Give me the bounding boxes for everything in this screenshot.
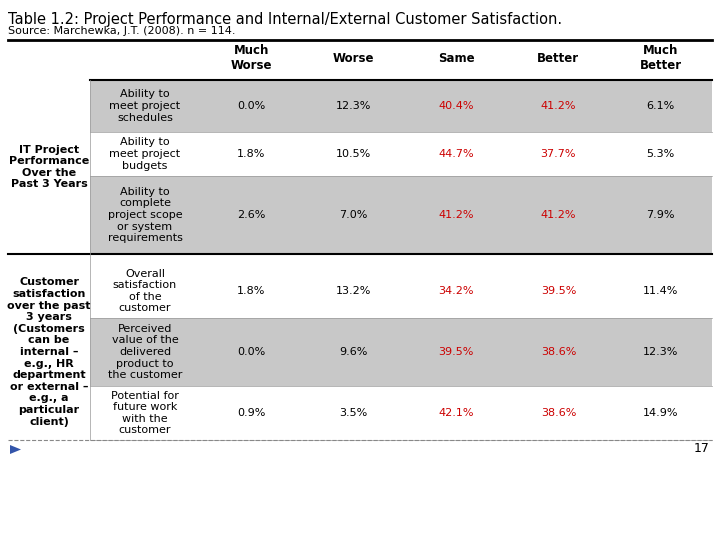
Text: 34.2%: 34.2% — [438, 286, 474, 296]
Text: 38.6%: 38.6% — [541, 408, 576, 418]
Text: Ability to
meet project
schedules: Ability to meet project schedules — [109, 90, 181, 123]
Text: 0.0%: 0.0% — [237, 101, 266, 111]
Text: Potential for
future work
with the
customer: Potential for future work with the custo… — [111, 390, 179, 435]
Text: 0.0%: 0.0% — [237, 347, 266, 357]
Text: Much
Worse: Much Worse — [230, 44, 272, 72]
Text: 41.2%: 41.2% — [438, 210, 474, 220]
Text: 11.4%: 11.4% — [643, 286, 678, 296]
Bar — [90, 386, 712, 440]
Text: IT Project
Performance
Over the
Past 3 Years: IT Project Performance Over the Past 3 Y… — [9, 145, 89, 190]
Text: 2.6%: 2.6% — [237, 210, 266, 220]
Text: 7.9%: 7.9% — [647, 210, 675, 220]
Text: 13.2%: 13.2% — [336, 286, 372, 296]
Text: 39.5%: 39.5% — [438, 347, 474, 357]
Text: 1.8%: 1.8% — [237, 286, 266, 296]
Text: Ability to
meet project
budgets: Ability to meet project budgets — [109, 137, 181, 171]
Text: 39.5%: 39.5% — [541, 286, 576, 296]
Text: Source: Marchewka, J.T. (2008). n = 114.: Source: Marchewka, J.T. (2008). n = 114. — [8, 26, 235, 36]
Bar — [90, 264, 712, 318]
Text: Ability to
complete
project scope
or system
requirements: Ability to complete project scope or sys… — [107, 187, 182, 243]
Text: 44.7%: 44.7% — [438, 149, 474, 159]
Text: 3.5%: 3.5% — [339, 408, 368, 418]
Text: 9.6%: 9.6% — [339, 347, 368, 357]
Text: 10.5%: 10.5% — [336, 149, 372, 159]
Text: 12.3%: 12.3% — [336, 101, 372, 111]
Bar — [90, 176, 712, 254]
Text: Worse: Worse — [333, 51, 374, 64]
Polygon shape — [10, 445, 21, 454]
Text: Customer
satisfaction
over the past
3 years
(Customers
can be
internal –
e.g., H: Customer satisfaction over the past 3 ye… — [7, 278, 91, 427]
Text: Same: Same — [438, 51, 474, 64]
Text: 0.9%: 0.9% — [237, 408, 266, 418]
Text: 40.4%: 40.4% — [438, 101, 474, 111]
Text: Better: Better — [537, 51, 580, 64]
Bar — [90, 132, 712, 176]
Text: 7.0%: 7.0% — [339, 210, 368, 220]
Text: 17: 17 — [694, 442, 710, 455]
Text: Much
Better: Much Better — [640, 44, 682, 72]
Text: 42.1%: 42.1% — [438, 408, 474, 418]
Text: 41.2%: 41.2% — [541, 101, 576, 111]
Text: 37.7%: 37.7% — [541, 149, 576, 159]
Text: Overall
satisfaction
of the
customer: Overall satisfaction of the customer — [113, 268, 177, 313]
Bar — [90, 80, 712, 132]
Text: 12.3%: 12.3% — [643, 347, 678, 357]
Text: 41.2%: 41.2% — [541, 210, 576, 220]
Text: 6.1%: 6.1% — [647, 101, 675, 111]
Text: Perceived
value of the
delivered
product to
the customer: Perceived value of the delivered product… — [108, 324, 182, 380]
Bar — [8, 80, 90, 254]
Text: 38.6%: 38.6% — [541, 347, 576, 357]
Bar — [90, 318, 712, 386]
Text: 14.9%: 14.9% — [643, 408, 678, 418]
Text: 5.3%: 5.3% — [647, 149, 675, 159]
Text: Table 1.2: Project Performance and Internal/External Customer Satisfaction.: Table 1.2: Project Performance and Inter… — [8, 12, 562, 27]
Text: 1.8%: 1.8% — [237, 149, 266, 159]
Bar — [8, 264, 90, 440]
